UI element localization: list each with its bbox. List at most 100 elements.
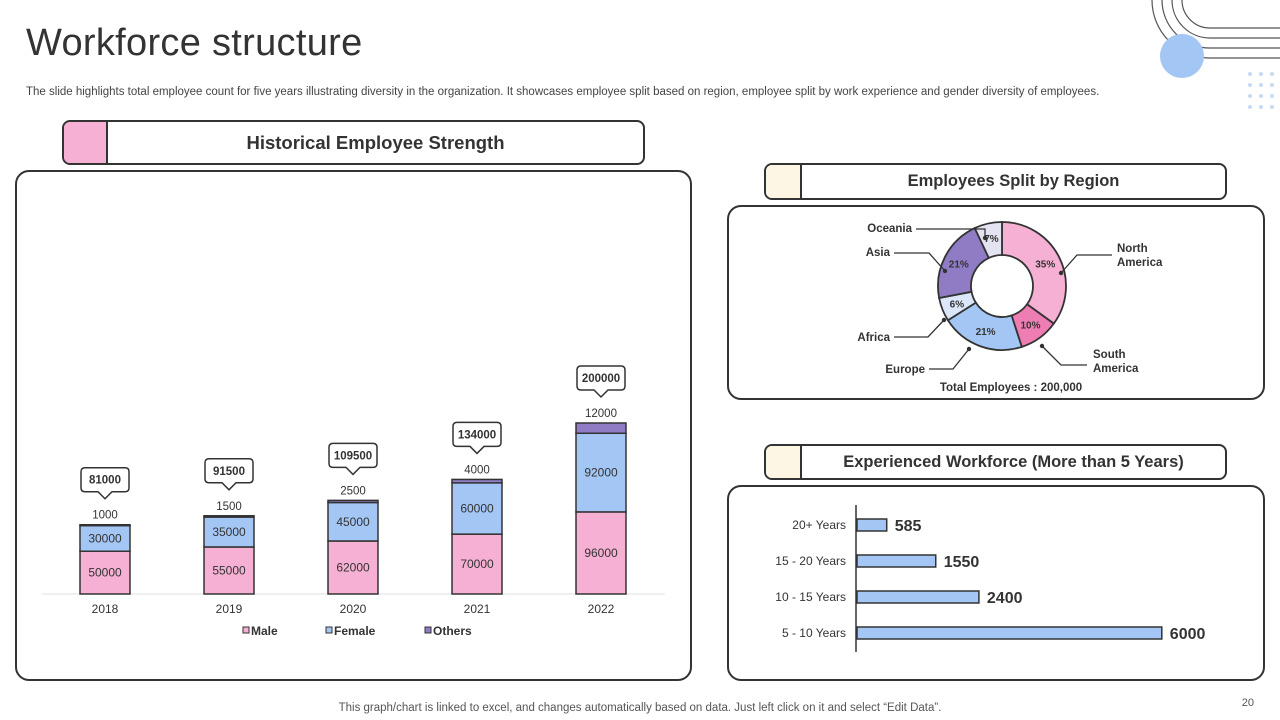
total-callout	[576, 365, 626, 399]
bar-value-label: 30000	[88, 531, 122, 545]
historical-employee-chart: 50000 30000 1000 81000 2018 55000 35000 1500 915…	[42, 365, 665, 638]
legend-label-female: Female	[334, 624, 376, 638]
total-callout	[204, 458, 254, 491]
footer-note: This graph/chart is linked to excel, and…	[338, 702, 942, 714]
total-callout	[452, 421, 502, 455]
region-label: Europe	[885, 364, 925, 376]
bar-value-label: 45000	[336, 515, 370, 529]
total-label: 109500	[334, 450, 372, 462]
page-subtitle: The slide highlights total employee coun…	[26, 86, 1100, 98]
others-value-label: 12000	[585, 408, 617, 420]
legend-swatch-male	[242, 626, 250, 634]
region-label: South America	[1093, 349, 1139, 375]
bar-value-label: 35000	[212, 525, 246, 539]
experience-bar	[856, 626, 1163, 640]
dot-grid	[1248, 72, 1274, 109]
others-value-label: 2500	[340, 485, 366, 497]
others-value-label: 1500	[216, 501, 242, 513]
slice-percent-label: 21%	[949, 259, 969, 270]
others-value-label: 1000	[92, 510, 118, 522]
x-tick-label: 2021	[464, 602, 491, 616]
region-label: Oceania	[867, 223, 912, 235]
region-label: North America	[1117, 243, 1163, 269]
y-tick-label: 15 - 20 Years	[775, 554, 846, 568]
region-label: Africa	[857, 332, 890, 344]
total-label: 81000	[89, 475, 121, 487]
total-employees-label: Total Employees : 200,000	[940, 382, 1082, 394]
slice-percent-label: 7%	[984, 234, 999, 245]
leader-line	[916, 228, 986, 238]
experience-value-label: 1550	[944, 554, 980, 571]
total-callout	[80, 466, 130, 500]
leader-dot	[1058, 270, 1064, 276]
leader-dot	[982, 235, 988, 241]
total-callout	[328, 442, 378, 476]
bar-female	[327, 501, 379, 542]
bar-others	[327, 499, 379, 504]
leader-line	[1041, 345, 1087, 366]
bar-male	[203, 546, 255, 595]
bar-value-label: 70000	[460, 557, 494, 571]
bar-value-label: 92000	[584, 466, 618, 480]
experience-value-label: 585	[895, 518, 922, 535]
bar-female	[575, 432, 627, 513]
bar-others	[575, 422, 627, 435]
leader-dot	[942, 268, 948, 274]
experience-bar-chart: 20+ Years 585 15 - 20 Years 1550 10 - 15 Yea…	[775, 505, 1206, 652]
historical-header: Historical Employee Strength	[62, 120, 645, 165]
y-tick-label: 20+ Years	[792, 518, 846, 532]
experience-header: Experienced Workforce (More than 5 Years…	[764, 444, 1227, 480]
leader-dot	[941, 317, 947, 323]
decorative-arcs	[1151, 0, 1280, 109]
x-tick-label: 2020	[340, 602, 367, 616]
x-tick-label: 2018	[92, 602, 119, 616]
header-swatch	[766, 165, 802, 198]
total-label: 91500	[213, 466, 245, 478]
x-tick-label: 2022	[588, 602, 615, 616]
page-number: 20	[1241, 697, 1254, 709]
slice-percent-label: 35%	[1035, 259, 1055, 270]
slice-percent-label: 6%	[950, 299, 965, 310]
experience-value-label: 6000	[1170, 626, 1206, 643]
bar-value-label: 50000	[88, 566, 122, 580]
experience-value-label: 2400	[987, 590, 1023, 607]
page-title: Workforce structure	[26, 22, 363, 64]
total-label: 200000	[582, 373, 620, 385]
y-tick-label: 5 - 10 Years	[782, 626, 846, 640]
bar-value-label: 62000	[336, 560, 370, 574]
bar-others	[203, 515, 255, 518]
legend-swatch-others	[424, 626, 432, 634]
region-header-label: Employees Split by Region	[907, 172, 1120, 190]
bar-male	[575, 511, 627, 595]
experience-bar	[856, 590, 980, 604]
total-label: 134000	[458, 429, 496, 441]
historical-header-label: Historical Employee Strength	[246, 131, 505, 153]
y-tick-label: 10 - 15 Years	[775, 590, 846, 604]
legend-label-others: Others	[433, 624, 472, 638]
header-swatch	[64, 122, 108, 163]
leader-line	[894, 252, 946, 272]
slice-percent-label: 21%	[976, 327, 996, 338]
experience-header-label: Experienced Workforce (More than 5 Years…	[843, 452, 1184, 471]
region-header: Employees Split by Region	[764, 163, 1227, 200]
legend-swatch-female	[325, 626, 333, 634]
donut-slice	[973, 221, 1003, 260]
leader-line	[894, 319, 945, 338]
experience-panel	[727, 485, 1265, 681]
bar-value-label: 60000	[460, 502, 494, 516]
bar-others	[451, 478, 503, 484]
slice-percent-label: 10%	[1020, 321, 1040, 332]
leader-dot	[966, 346, 972, 352]
bar-female	[451, 482, 503, 535]
header-swatch	[766, 446, 802, 478]
bar-value-label: 55000	[212, 563, 246, 577]
accent-circle	[1160, 34, 1204, 78]
donut-slice	[1001, 221, 1067, 325]
bar-others	[79, 523, 131, 527]
experience-bar	[856, 554, 937, 568]
others-value-label: 4000	[464, 464, 490, 476]
leader-dot	[1039, 343, 1045, 349]
region-label: Asia	[866, 247, 891, 259]
x-tick-label: 2019	[216, 602, 243, 616]
bar-male	[451, 533, 503, 595]
